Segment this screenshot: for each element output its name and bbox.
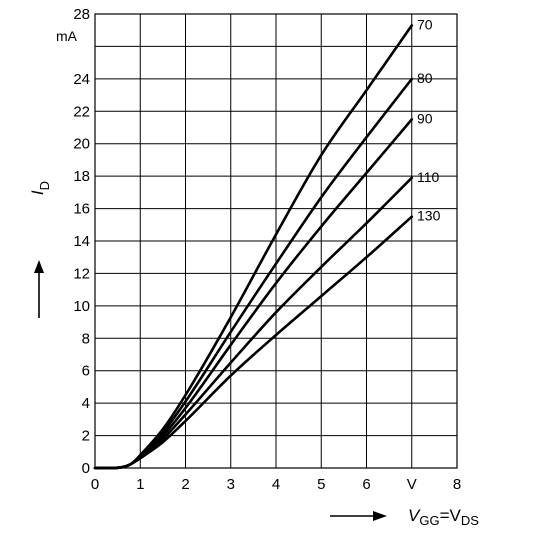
y-tick-label: 8 (82, 330, 90, 347)
plot-frame (94, 13, 458, 469)
y-tick-label: 20 (73, 136, 90, 153)
y-tick-label: 16 (73, 201, 90, 218)
y-tick-label: 4 (82, 395, 90, 412)
y-tick-label: 22 (73, 103, 90, 120)
y-tick-label: 6 (82, 363, 90, 380)
series-label-130: 130 (417, 208, 441, 224)
x-tick-label: 6 (362, 476, 370, 493)
y-tick-label: 14 (73, 233, 90, 250)
x-tick-label: 3 (227, 476, 235, 493)
series-line-130 (93, 215, 414, 470)
y-tick-label: 10 (73, 298, 90, 315)
x-tick-label: 0 (91, 476, 99, 493)
x-axis-label: VGG=VDS (408, 506, 479, 528)
x-tick-label: 1 (136, 476, 144, 493)
series-label-90: 90 (417, 110, 433, 126)
x-tick-label: 8 (453, 476, 461, 493)
y-tick-label: 0 (82, 460, 90, 477)
y-axis-label: ID (28, 181, 52, 195)
x-tick-label: V (407, 476, 417, 493)
y-tick-label: 18 (73, 168, 90, 185)
series-line-110 (93, 176, 414, 470)
curves (93, 24, 414, 470)
series-line-90 (93, 118, 414, 470)
grid (95, 14, 457, 468)
y-axis-arrow-icon (34, 260, 44, 318)
x-tick-labels: 0 1 2 3 4 5 6 V 8 (91, 476, 461, 493)
series-label-110: 110 (417, 169, 440, 185)
series-labels: 70 80 90 110 130 (417, 16, 441, 223)
y-tick-label: 24 (73, 71, 90, 88)
y-unit-label: mA (56, 28, 78, 44)
y-tick-label: 12 (73, 265, 90, 282)
y-tick-label: 28 (73, 6, 90, 23)
series-label-80: 80 (417, 70, 433, 86)
x-tick-label: 2 (181, 476, 189, 493)
x-axis-arrow-icon (330, 511, 387, 521)
y-tick-label: 2 (82, 428, 90, 445)
x-tick-label: 5 (317, 476, 325, 493)
x-tick-label: 4 (272, 476, 280, 493)
series-line-70 (93, 24, 414, 470)
series-label-70: 70 (417, 16, 433, 32)
